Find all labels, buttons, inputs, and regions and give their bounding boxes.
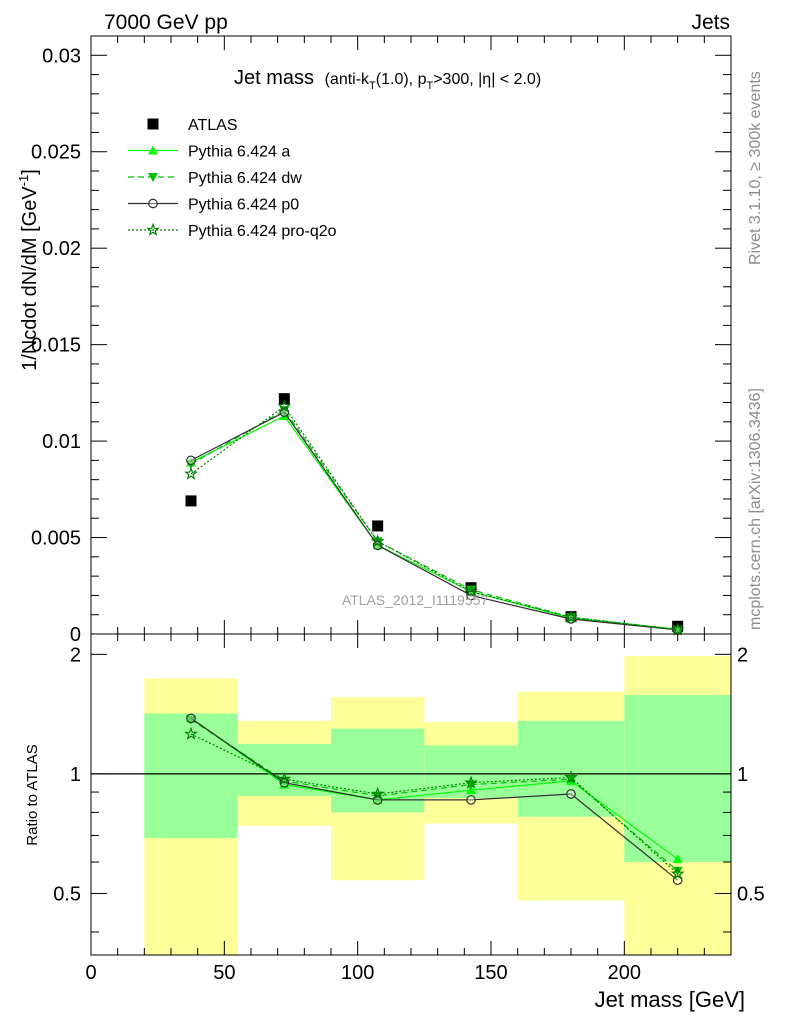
series-line-proq2o: [190, 405, 678, 631]
main-y-tick-label: 0.02: [42, 238, 81, 260]
plot-title-sub: (anti-k: [325, 71, 370, 88]
mcplots-label: mcplots.cern.ch [arXiv:1306.3436]: [747, 388, 764, 630]
main-y-axis-label: 1/Ncdot dN/dM [GeV-1]: [16, 169, 41, 371]
ratio-y-tick-label-right: 0.5: [737, 883, 765, 905]
main-frame-border: [90, 35, 732, 635]
legend-label-data: ATLAS: [188, 117, 238, 134]
series-line-dw: [190, 409, 678, 631]
ratio-point-proq2o: [464, 775, 478, 789]
main-y-tick-label: 0.01: [42, 431, 81, 453]
x-tick-label: 150: [474, 962, 507, 984]
plot-title-sub2: (1.0), p: [376, 71, 427, 88]
ratio-point-a: [672, 854, 683, 864]
point-proq2o: [464, 584, 478, 598]
legend-marker-data: [147, 118, 159, 130]
ratio-point-a: [466, 785, 476, 795]
plot-title-sub-pt: T: [426, 80, 433, 92]
ratio-line-dw: [190, 719, 679, 872]
point-data: [185, 495, 197, 507]
plot-title: Jet mass (anti-kT(1.0), pT>300, |η| < 2.…: [234, 67, 541, 92]
x-axis-label: Jet mass [GeV]: [595, 987, 745, 1012]
ratio-point-proq2o: [277, 771, 292, 786]
plot-title-sub-kt: T: [369, 80, 376, 92]
main-y-axis-label-close: ]: [19, 169, 41, 175]
point-proq2o: [277, 399, 292, 413]
ratio-y-tick-label-left: 0.5: [53, 883, 81, 905]
header-jets-label: Jets: [691, 11, 730, 34]
ratio-band-inner: [517, 720, 625, 817]
legend-marker-dw: [148, 173, 158, 182]
ratio-y-axis-label: Ratio to ATLAS: [24, 744, 41, 845]
x-tick-label: 0: [85, 962, 96, 984]
rivet-version-label: Rivet 3.1.10, ≥ 300k events: [747, 71, 764, 265]
ratio-line-proq2o: [190, 733, 679, 875]
main-plot-frame: [90, 35, 732, 635]
ratio-point-p0: [566, 789, 576, 799]
ratio-line-p0: [190, 717, 679, 881]
ratio-point-dw: [186, 715, 196, 725]
legend-marker-p0: [148, 198, 158, 209]
main-y-tick-label: 0.005: [31, 528, 81, 550]
main-y-tick-label: 0.03: [42, 45, 81, 67]
ratio-point-dw: [672, 866, 683, 876]
ratio-point-proq2o: [184, 726, 198, 740]
main-y-axis-label-text: 1/Ncdot dN/dM [GeV: [19, 186, 41, 371]
ratio-point-p0: [186, 713, 196, 724]
series-line-p0: [190, 411, 678, 631]
ratio-y-tick-label-right: 2: [737, 644, 748, 666]
ratio-point-proq2o: [564, 770, 578, 784]
main-y-tick-label: 0: [70, 624, 81, 646]
main-y-axis-label-sup: -1: [16, 175, 31, 187]
point-data: [278, 393, 290, 405]
main-y-tick-label: 0.025: [31, 142, 81, 164]
ratio-y-tick-label-left: 1: [70, 764, 81, 786]
legend-marker-proq2o: [146, 222, 160, 236]
legend-marker-a: [148, 145, 158, 155]
point-proq2o: [670, 622, 685, 636]
ratio-point-p0: [466, 795, 476, 805]
ratio-y-tick-label-left: 2: [70, 644, 81, 666]
plot-title-sub3: >300, |η| < 2.0): [433, 71, 541, 88]
ratio-point-proq2o: [370, 786, 385, 800]
ratio-y-tick-label-right: 1: [737, 764, 748, 786]
x-tick-label: 200: [608, 962, 641, 984]
ratio-band-inner: [624, 694, 731, 863]
ratio-point-proq2o: [670, 866, 685, 880]
point-proq2o: [184, 466, 198, 480]
header-energy-label: 7000 GeV pp: [104, 11, 228, 34]
point-a: [279, 411, 290, 421]
plot-title-main: Jet mass: [234, 67, 314, 89]
legend-label-proq2o: Pythia 6.424 pro-q2o: [188, 223, 337, 240]
legend: ATLAS Pythia 6.424 a Pythia 6.424 dw Pythia…: [128, 117, 337, 240]
analysis-watermark: ATLAS_2012_I1119557: [342, 592, 489, 608]
x-tick-label: 100: [341, 962, 374, 984]
point-proq2o: [564, 609, 578, 624]
point-dw: [466, 585, 476, 595]
ratio-band-inner: [144, 713, 238, 838]
main-y-tick-label: 0.015: [31, 335, 81, 357]
point-proq2o: [370, 534, 385, 548]
legend-label-p0: Pythia 6.424 p0: [188, 197, 299, 214]
legend-label-dw: Pythia 6.424 dw: [188, 170, 302, 187]
legend-label-a: Pythia 6.424 a: [188, 144, 290, 161]
point-p0: [186, 455, 196, 466]
point-data: [372, 520, 384, 532]
x-tick-label: 50: [213, 962, 235, 984]
